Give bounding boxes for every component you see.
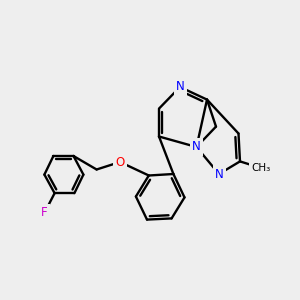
- Text: CH₃: CH₃: [251, 163, 271, 173]
- Text: N: N: [176, 80, 184, 94]
- Text: F: F: [41, 206, 48, 220]
- Text: O: O: [116, 155, 124, 169]
- Text: N: N: [192, 140, 201, 154]
- Text: N: N: [214, 167, 224, 181]
